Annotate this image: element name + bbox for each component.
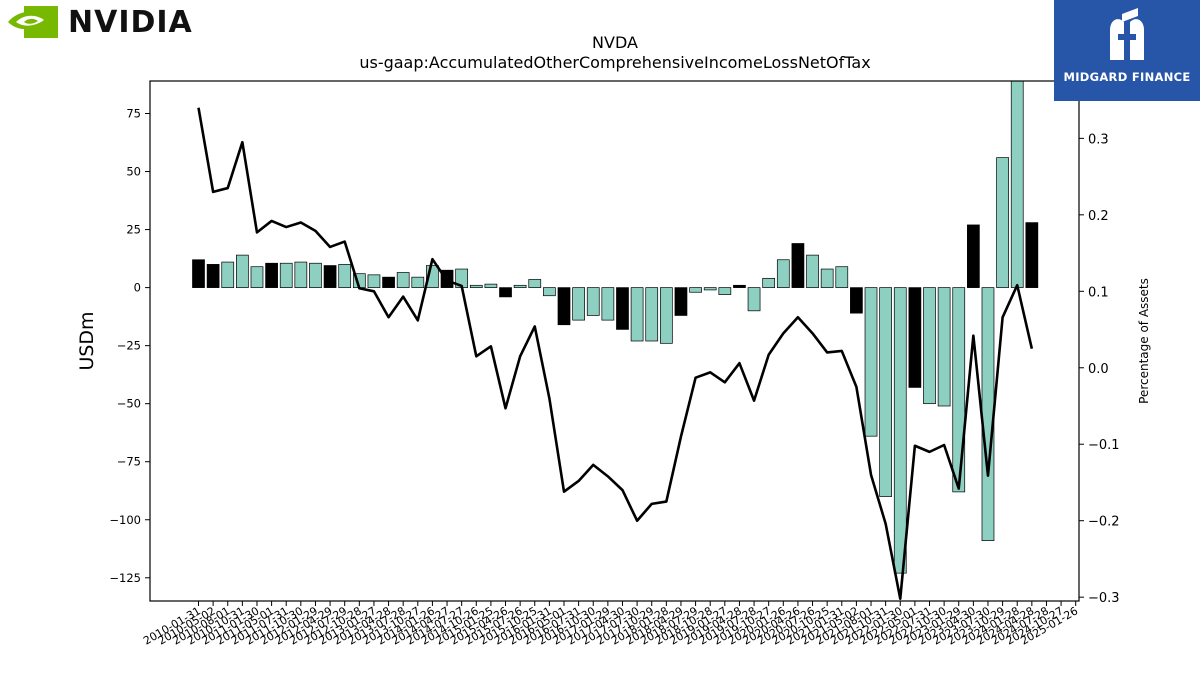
midgard-finance-logo: MIDGARD FINANCE (1054, 0, 1200, 101)
bar-50 (923, 287, 936, 405)
bar-7 (294, 261, 308, 288)
chart-subtitle: us-gaap:AccumulatedOtherComprehensiveInc… (359, 53, 870, 72)
y-left-tick-label-3: 0 (134, 281, 141, 295)
bar-47 (879, 287, 892, 497)
y-left-tick-label-7: −100 (109, 513, 141, 527)
y-left-tick-label-8: −125 (109, 571, 141, 585)
bars-group (192, 80, 1039, 574)
nvidia-logo: NVIDIA (6, 4, 193, 40)
bar-4 (250, 266, 264, 288)
y-right-tick-label-2: 0.1 (1088, 285, 1109, 300)
bar-46 (864, 287, 878, 437)
bar-25 (557, 287, 571, 326)
bar-24 (543, 287, 556, 297)
bar-29 (616, 287, 629, 330)
bar-57 (1025, 222, 1039, 288)
bar-43 (820, 268, 834, 288)
bar-51 (937, 287, 951, 407)
y-left-tick-label-2: 25 (126, 223, 141, 237)
bar-40 (776, 259, 790, 288)
x-axis: 2010-01-312010-05-022010-08-012010-10-31… (141, 601, 1080, 648)
bar-45 (850, 287, 863, 314)
bar-5 (265, 262, 278, 288)
midgard-emblem-icon (1110, 8, 1144, 60)
midgard-wordmark: MIDGARD FINANCE (1063, 70, 1191, 84)
bar-55 (996, 157, 1009, 288)
bar-44 (835, 266, 849, 288)
bar-54 (981, 287, 995, 541)
plot-frame (149, 80, 1080, 602)
bar-34 (689, 287, 702, 293)
bar-52 (952, 287, 966, 493)
bar-2 (221, 261, 235, 288)
series-line (197, 107, 1034, 601)
bar-10 (338, 264, 352, 288)
bar-21 (499, 287, 512, 298)
bar-41 (791, 243, 805, 288)
bar-42 (806, 254, 819, 288)
y-right-tick-label-6: −0.3 (1088, 591, 1120, 606)
bar-1 (206, 264, 220, 288)
bar-14 (396, 272, 410, 288)
bar-56 (1010, 80, 1024, 288)
bar-15 (411, 276, 425, 288)
bar-6 (279, 262, 293, 288)
chart-title: NVDA (592, 33, 638, 52)
line-group (197, 107, 1034, 601)
bar-12 (367, 274, 381, 288)
y-axis-left: 75 50 25 0 −25 −50 −75 −100 −125 (109, 107, 150, 585)
bar-13 (382, 276, 395, 288)
bar-22 (513, 284, 527, 288)
y-right-tick-label-4: −0.1 (1088, 438, 1120, 453)
y-left-tick-label-6: −75 (117, 455, 141, 469)
bar-33 (674, 287, 688, 316)
bar-36 (718, 287, 732, 295)
bar-32 (659, 287, 673, 344)
bar-39 (762, 277, 776, 288)
y-right-tick-label-5: −0.2 (1088, 515, 1120, 530)
bar-27 (586, 287, 600, 316)
bar-37 (733, 284, 746, 288)
y-left-tick-label-0: 75 (126, 107, 141, 121)
y-axis-right-label: Percentage of Assets (1137, 278, 1151, 404)
bar-53 (967, 224, 980, 288)
bar-20 (484, 283, 498, 288)
bar-26 (572, 287, 585, 321)
nvidia-eye-icon (8, 6, 58, 38)
bar-19 (469, 284, 483, 288)
y-right-tick-label-0: 0.3 (1088, 132, 1109, 147)
y-axis-left-label: USDm (76, 311, 98, 370)
bar-0 (192, 259, 205, 288)
bar-9 (323, 265, 337, 288)
bar-23 (528, 279, 542, 288)
y-right-tick-label-3: 0.0 (1088, 362, 1109, 377)
bar-35 (703, 287, 717, 291)
y-left-tick-label-1: 50 (126, 165, 141, 179)
y-left-tick-label-4: −25 (117, 339, 141, 353)
y-left-tick-label-5: −50 (117, 397, 141, 411)
bar-38 (747, 287, 761, 312)
bar-49 (908, 287, 922, 388)
nvidia-wordmark: NVIDIA (68, 4, 193, 40)
bar-48 (893, 287, 907, 574)
y-right-tick-label-1: 0.2 (1088, 209, 1109, 224)
bar-3 (236, 254, 249, 288)
bar-28 (601, 287, 615, 321)
bar-30 (630, 287, 644, 342)
y-axis-right: 0.3 0.2 0.1 0.0 −0.1 −0.2 −0.3 (1079, 132, 1120, 606)
bar-31 (645, 287, 659, 342)
bar-8 (309, 262, 322, 288)
